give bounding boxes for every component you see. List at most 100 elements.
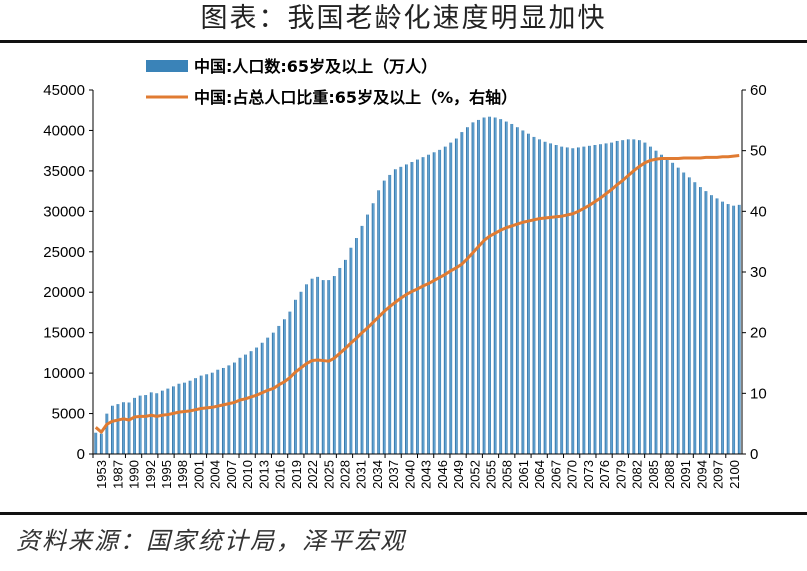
legend: 中国:人口数:65岁及以上（万人） 中国:占总人口比重:65岁及以上（%，右轴） [146, 57, 517, 107]
bar-2065 [543, 141, 547, 454]
bar-2021 [299, 291, 303, 454]
bar-2080 [626, 139, 630, 454]
bar-2010 [238, 357, 242, 454]
bar-2061 [521, 130, 525, 454]
bar-2093 [699, 187, 702, 454]
x-tick-label-2082: 2082 [630, 460, 645, 489]
bar-2073 [588, 145, 591, 454]
x-tick-label-2037: 2037 [386, 460, 401, 489]
right-tick-label-0: 0 [750, 446, 758, 463]
x-tick-label-2046: 2046 [435, 460, 450, 489]
bar-1994 [149, 392, 153, 454]
bar-2014 [260, 342, 264, 454]
bar-2066 [549, 143, 553, 454]
bar-2051 [466, 127, 469, 455]
bar-2091 [687, 177, 691, 455]
bar-2000 [183, 382, 186, 454]
bar-2070 [571, 148, 575, 455]
bar-2087 [665, 158, 669, 454]
bar-2072 [582, 146, 586, 454]
left-tick-label-45000: 45000 [43, 82, 85, 99]
bar-2064 [538, 139, 541, 454]
x-tick-label-2091: 2091 [678, 460, 693, 489]
bar-2036 [382, 180, 386, 454]
bar-2022 [305, 284, 308, 454]
x-tick-label-2097: 2097 [711, 460, 726, 489]
bar-2047 [443, 146, 447, 454]
legend-line-label: 中国:占总人口比重:65岁及以上（%，右轴） [194, 88, 517, 107]
right-tick-label-40: 40 [750, 203, 767, 220]
bar-1988 [116, 404, 120, 454]
bar-1998 [172, 386, 175, 454]
left-tick-label-25000: 25000 [43, 244, 85, 261]
x-tick-label-1990: 1990 [127, 460, 142, 489]
x-tick-label-2013: 2013 [256, 460, 271, 489]
bar-2003 [199, 375, 203, 454]
bar-2028 [338, 267, 342, 454]
bar-2015 [266, 337, 270, 454]
x-tick-label-2016: 2016 [273, 460, 288, 489]
bar-2001 [188, 380, 192, 454]
source-note: 资料来源：国家统计局，泽平宏观 [16, 527, 406, 555]
left-tick-label-0: 0 [77, 446, 85, 463]
x-tick-label-1992: 1992 [143, 460, 158, 489]
x-tick-label-2100: 2100 [727, 460, 742, 489]
bottom-rule [0, 512, 807, 515]
line-group [94, 154, 740, 434]
bar-2058 [504, 121, 508, 455]
chart-title: 图表：我国老龄化速度明显加快 [200, 3, 607, 34]
bar-2027 [332, 276, 336, 454]
bar-2042 [416, 159, 419, 454]
bar-2038 [393, 169, 397, 454]
x-tick-label-2061: 2061 [516, 460, 531, 489]
bar-1996 [160, 390, 164, 454]
left-tick-label-15000: 15000 [43, 325, 85, 342]
bar-2081 [632, 139, 636, 454]
bar-2074 [593, 145, 597, 454]
bar-1964 [99, 433, 103, 454]
left-tick-label-10000: 10000 [43, 365, 85, 382]
x-tick-label-1987: 1987 [110, 460, 125, 489]
share-line [94, 154, 740, 434]
x-tick-label-2022: 2022 [305, 460, 320, 489]
bar-2011 [244, 354, 247, 454]
x-tick-label-2070: 2070 [565, 460, 580, 489]
bar-2017 [277, 325, 281, 454]
bar-2025 [321, 280, 325, 454]
bar-1987 [111, 405, 114, 454]
bar-1953 [94, 432, 98, 454]
bar-2033 [366, 214, 369, 454]
bar-2075 [599, 144, 602, 454]
bar-2060 [515, 127, 519, 455]
x-tick-label-2019: 2019 [289, 460, 304, 489]
bar-2055 [488, 116, 491, 454]
bar-2045 [432, 152, 436, 454]
x-tick-label-2076: 2076 [597, 460, 612, 489]
x-tick-label-2079: 2079 [613, 460, 628, 489]
bar-2076 [604, 143, 608, 454]
x-tick-label-2085: 2085 [646, 460, 661, 489]
bar-1991 [133, 397, 136, 454]
bar-2063 [532, 136, 536, 455]
bar-2085 [654, 150, 658, 455]
bar-2086 [660, 154, 663, 454]
bar-2004 [205, 374, 209, 454]
bar-2035 [377, 190, 381, 455]
bar-2077 [610, 142, 614, 454]
bar-2094 [704, 191, 708, 455]
x-tick-label-2043: 2043 [419, 460, 434, 489]
bar-2005 [210, 372, 214, 454]
bar-2032 [360, 225, 364, 454]
bar-2098 [726, 204, 730, 454]
bar-2009 [233, 362, 236, 454]
bar-2052 [471, 122, 475, 455]
bar-2092 [693, 182, 697, 454]
bar-2026 [327, 280, 331, 454]
bar-2100 [737, 204, 741, 454]
bar-2071 [576, 147, 580, 454]
right-tick-label-60: 60 [750, 82, 767, 99]
bar-2018 [282, 319, 286, 454]
x-tick-label-1995: 1995 [159, 460, 174, 489]
x-tick-label-2040: 2040 [402, 460, 417, 489]
bar-2053 [477, 119, 480, 455]
